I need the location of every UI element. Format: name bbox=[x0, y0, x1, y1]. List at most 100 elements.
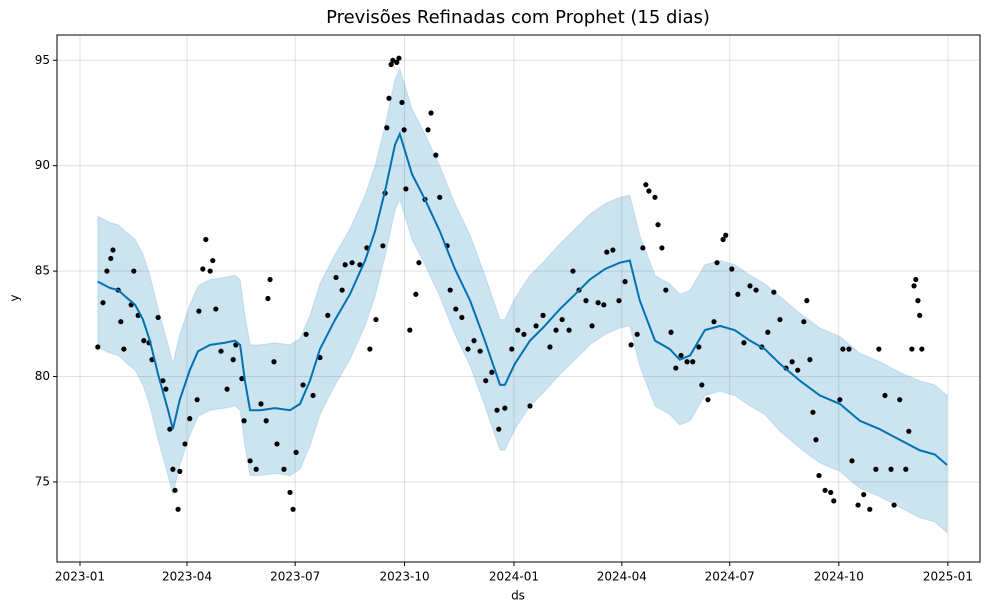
observed-point bbox=[170, 466, 176, 472]
observed-point bbox=[182, 441, 188, 447]
observed-point bbox=[684, 359, 690, 365]
y-axis-label: y bbox=[8, 294, 22, 301]
observed-point bbox=[207, 268, 213, 274]
observed-point bbox=[888, 466, 894, 472]
observed-point bbox=[303, 331, 309, 337]
observed-point bbox=[274, 441, 280, 447]
observed-point bbox=[816, 472, 822, 479]
observed-point bbox=[655, 222, 661, 228]
observed-point bbox=[777, 316, 783, 323]
observed-point bbox=[628, 342, 634, 348]
observed-point bbox=[876, 346, 882, 352]
observed-point bbox=[583, 298, 589, 304]
observed-point bbox=[290, 506, 296, 512]
x-tick-label: 2025-01 bbox=[923, 570, 973, 584]
observed-point bbox=[849, 458, 855, 464]
observed-point bbox=[527, 403, 533, 409]
y-tick-label: 95 bbox=[35, 53, 50, 67]
observed-point bbox=[230, 357, 236, 363]
observed-point bbox=[203, 236, 209, 243]
observed-point bbox=[428, 110, 434, 116]
observed-point bbox=[714, 260, 720, 266]
observed-point bbox=[104, 268, 110, 274]
observed-point bbox=[547, 344, 553, 350]
observed-point bbox=[589, 323, 595, 329]
observed-point bbox=[810, 409, 816, 415]
observed-point bbox=[287, 489, 293, 496]
observed-point bbox=[906, 428, 912, 434]
observed-point bbox=[678, 352, 684, 359]
observed-point bbox=[267, 276, 273, 283]
observed-point bbox=[293, 449, 299, 455]
observed-point bbox=[668, 329, 674, 335]
observed-point bbox=[741, 340, 747, 346]
x-tick-label: 2023-04 bbox=[162, 570, 212, 584]
observed-point bbox=[640, 245, 646, 251]
observed-point bbox=[822, 487, 828, 493]
y-tick-label: 80 bbox=[35, 369, 50, 383]
observed-point bbox=[711, 319, 717, 325]
observed-point bbox=[540, 312, 546, 318]
observed-point bbox=[196, 308, 202, 314]
observed-point bbox=[753, 287, 759, 293]
observed-point bbox=[155, 314, 161, 321]
observed-point bbox=[167, 426, 173, 432]
observed-point bbox=[515, 327, 521, 333]
observed-point bbox=[533, 323, 539, 329]
observed-point bbox=[601, 302, 607, 308]
observed-point bbox=[281, 466, 287, 472]
observed-point bbox=[121, 346, 127, 352]
observed-point bbox=[807, 357, 813, 363]
observed-point bbox=[213, 306, 219, 312]
observed-point bbox=[388, 61, 394, 68]
observed-point bbox=[891, 502, 897, 508]
observed-point bbox=[367, 346, 373, 352]
observed-point bbox=[663, 287, 669, 293]
observed-point bbox=[897, 397, 903, 403]
chart-title: Previsões Refinadas com Prophet (15 dias… bbox=[326, 7, 710, 28]
observed-point bbox=[447, 287, 453, 293]
observed-point bbox=[413, 291, 419, 297]
observed-point bbox=[339, 287, 345, 293]
observed-point bbox=[559, 316, 565, 323]
observed-point bbox=[394, 59, 400, 66]
observed-point bbox=[919, 346, 925, 352]
observed-point bbox=[187, 416, 193, 422]
observed-point bbox=[723, 232, 729, 238]
observed-point bbox=[813, 437, 819, 443]
observed-point bbox=[271, 359, 277, 365]
observed-point bbox=[652, 194, 658, 200]
observed-point bbox=[175, 506, 181, 512]
observed-point bbox=[399, 99, 405, 106]
observed-point bbox=[489, 369, 495, 375]
observed-point bbox=[390, 57, 396, 63]
x-axis-label: ds bbox=[511, 589, 525, 603]
observed-point bbox=[735, 291, 741, 297]
observed-point bbox=[172, 487, 178, 493]
observed-point bbox=[108, 255, 114, 262]
observed-point bbox=[882, 392, 888, 399]
observed-point bbox=[459, 314, 465, 321]
observed-point bbox=[263, 418, 269, 424]
observed-point bbox=[110, 247, 116, 253]
observed-point bbox=[218, 348, 224, 354]
x-tick-label: 2024-01 bbox=[489, 570, 539, 584]
observed-point bbox=[643, 182, 649, 188]
y-tick-label: 85 bbox=[35, 264, 50, 278]
observed-point bbox=[437, 194, 443, 200]
observed-point bbox=[846, 346, 852, 352]
observed-point bbox=[729, 266, 735, 272]
observed-point bbox=[861, 491, 867, 498]
observed-point bbox=[789, 359, 795, 365]
observed-point bbox=[616, 298, 622, 304]
observed-point bbox=[502, 405, 508, 411]
observed-point bbox=[720, 236, 726, 243]
observed-point bbox=[610, 247, 616, 253]
observed-point bbox=[471, 338, 477, 344]
observed-point bbox=[357, 262, 363, 268]
observed-point bbox=[224, 386, 230, 392]
observed-point bbox=[241, 418, 247, 424]
observed-point bbox=[855, 502, 861, 508]
observed-point bbox=[804, 298, 810, 304]
